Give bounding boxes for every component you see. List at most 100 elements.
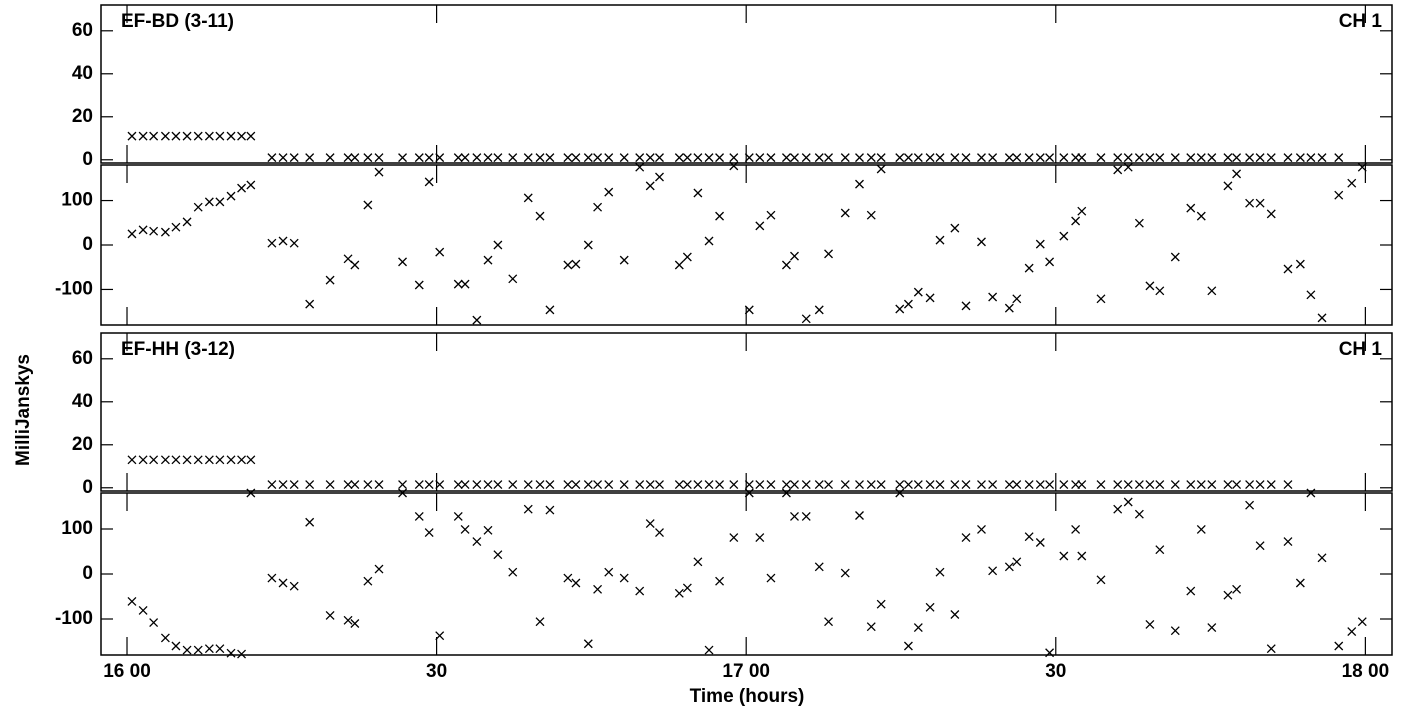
data-point [913,287,923,297]
panel-frame [100,332,1393,492]
data-point [583,240,593,250]
data-point [1186,480,1196,490]
data-point [790,251,799,261]
y-tick-label: 0 [82,563,93,584]
panel-frame [100,4,1393,164]
data-point [374,153,384,163]
data-point [977,153,986,163]
y-tick-label: -100 [55,608,93,629]
data-point [535,153,545,163]
data-point [1266,644,1276,654]
data-point [138,131,148,141]
data-point [1035,153,1045,163]
data-point [755,533,765,543]
data-point [472,153,482,163]
data-point [325,275,335,285]
data-point [1186,203,1196,213]
data-point [1347,627,1357,637]
y-axis-label: MilliJanskys [13,354,34,466]
data-point [414,280,424,290]
data-point [267,238,277,248]
data-point [1035,480,1045,490]
data-point [1134,153,1144,163]
x-tick-label: 30 [1045,661,1066,682]
data-point [414,511,424,521]
data-point [766,153,776,163]
data-point [704,153,714,163]
data-point [350,153,360,163]
data-point [1196,480,1206,490]
data-point [1196,524,1206,534]
data-point [545,305,555,315]
data-point [1004,153,1014,163]
y-tick-label: 100 [61,190,93,211]
data-point [182,131,192,141]
data-point [903,480,913,490]
data-point [1245,480,1255,490]
data-point [305,153,315,163]
data-point [278,480,288,490]
data-point [215,131,225,141]
data-point [1024,263,1034,273]
data-point [226,191,236,201]
data-point [435,480,445,490]
data-point [523,480,533,490]
x-tick-label: 30 [426,661,447,682]
data-point [571,578,581,588]
data-point [1306,153,1316,163]
data-point [343,615,353,625]
data-point [350,480,360,490]
data-point [1170,252,1180,262]
data-point [483,153,493,163]
data-point [1283,537,1293,547]
data-point [414,153,424,163]
data-point [988,480,998,490]
data-point [1045,257,1055,267]
data-point [160,633,170,643]
data-point [876,153,886,163]
data-point [1045,480,1055,490]
data-point [977,524,986,534]
data-point [1170,480,1180,490]
data-point [635,153,645,163]
data-point [1134,218,1144,228]
data-point [674,588,684,598]
data-point [814,562,824,572]
data-point [583,153,593,163]
data-point [1004,480,1014,490]
data-point [1207,623,1217,633]
data-point [289,153,299,163]
data-point [472,537,482,547]
data-point [950,153,960,163]
y-tick-label: 40 [72,63,93,84]
data-point [801,153,811,163]
y-tick-label: 20 [72,106,93,127]
data-point [483,480,493,490]
data-point [508,480,518,490]
data-point [704,645,714,655]
data-point [781,260,791,270]
data-point [267,480,277,490]
data-point [508,153,518,163]
data-point [182,455,192,465]
data-point [160,131,170,141]
data-point [305,480,315,490]
y-tick-label: 0 [82,234,93,255]
y-tick-label: 60 [72,20,93,41]
data-point [977,480,986,490]
data-point [755,480,765,490]
data-point [790,480,799,490]
data-point [1113,165,1123,175]
y-tick-label: 0 [82,149,93,170]
data-point [1266,209,1276,219]
data-point [1170,153,1180,163]
y-tick-label: 40 [72,391,93,412]
x-tick-label: 18 00 [1342,661,1390,682]
data-point [876,480,886,490]
data-point [483,525,493,535]
data-point [1266,153,1276,163]
data-point [674,153,684,163]
data-point [1245,500,1255,510]
x-tick-label: 17 00 [722,661,770,682]
data-point [563,260,573,270]
